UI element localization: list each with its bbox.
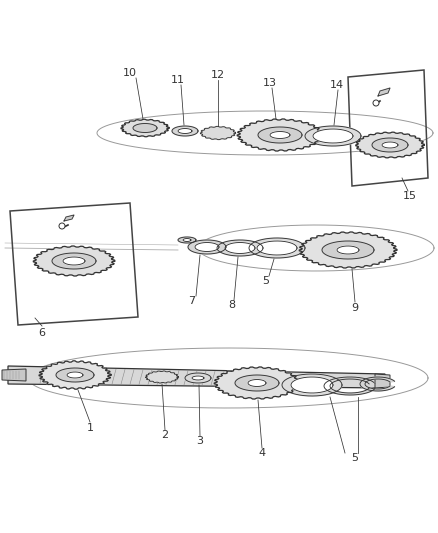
Text: 10: 10 [123, 68, 137, 78]
Text: 7: 7 [188, 296, 195, 306]
Polygon shape [217, 240, 263, 256]
Text: 9: 9 [351, 303, 359, 313]
Polygon shape [375, 374, 390, 388]
Polygon shape [248, 379, 266, 386]
Polygon shape [257, 241, 297, 255]
Polygon shape [324, 377, 375, 395]
Polygon shape [183, 238, 191, 241]
Polygon shape [299, 232, 397, 268]
Polygon shape [282, 374, 342, 396]
Polygon shape [188, 240, 226, 254]
Polygon shape [52, 253, 96, 269]
Text: 6: 6 [39, 328, 46, 338]
Text: 14: 14 [330, 80, 344, 90]
Polygon shape [172, 126, 198, 136]
Polygon shape [291, 377, 333, 393]
Polygon shape [39, 361, 111, 389]
Polygon shape [192, 376, 204, 380]
Polygon shape [258, 127, 302, 143]
Polygon shape [360, 377, 395, 391]
Polygon shape [225, 243, 255, 254]
Polygon shape [178, 237, 196, 243]
Text: 1: 1 [86, 423, 93, 433]
Polygon shape [382, 142, 398, 148]
Text: 11: 11 [171, 75, 185, 85]
Text: 15: 15 [403, 191, 417, 201]
Polygon shape [313, 129, 353, 143]
Polygon shape [195, 243, 219, 252]
Polygon shape [145, 371, 179, 383]
Text: 8: 8 [229, 300, 236, 310]
Polygon shape [63, 257, 85, 265]
Polygon shape [178, 128, 192, 133]
Polygon shape [337, 246, 359, 254]
Polygon shape [214, 367, 300, 399]
Polygon shape [235, 375, 279, 391]
Polygon shape [185, 373, 211, 383]
Polygon shape [305, 126, 361, 146]
Polygon shape [356, 132, 424, 158]
Polygon shape [237, 119, 323, 151]
Text: 4: 4 [258, 448, 265, 458]
Polygon shape [121, 119, 169, 137]
Polygon shape [56, 368, 94, 382]
Polygon shape [372, 138, 408, 152]
Polygon shape [33, 246, 115, 276]
Polygon shape [249, 238, 305, 258]
Polygon shape [322, 241, 374, 259]
Polygon shape [2, 369, 26, 381]
Text: 12: 12 [211, 70, 225, 80]
Polygon shape [67, 372, 83, 378]
Polygon shape [201, 126, 236, 140]
Text: 3: 3 [197, 436, 204, 446]
Polygon shape [133, 124, 157, 133]
Text: 13: 13 [263, 78, 277, 88]
Polygon shape [8, 366, 385, 388]
Polygon shape [378, 88, 390, 96]
Text: 5: 5 [352, 453, 358, 463]
Text: 5: 5 [262, 276, 269, 286]
Text: 2: 2 [162, 430, 169, 440]
Circle shape [373, 100, 379, 106]
Polygon shape [64, 215, 74, 221]
Circle shape [59, 223, 65, 229]
Polygon shape [270, 132, 290, 139]
